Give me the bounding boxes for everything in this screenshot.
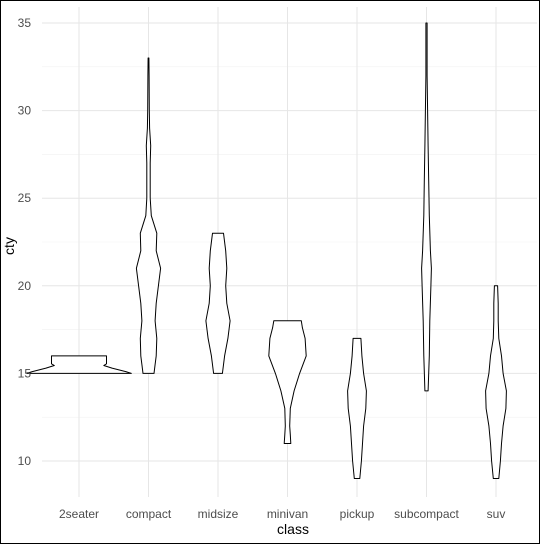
x-tick-label: midsize	[198, 507, 239, 521]
x-tick-label: 2seater	[59, 507, 99, 521]
grid-minor	[42, 66, 537, 418]
violin-suv	[485, 285, 507, 479]
y-tick-label: 25	[18, 191, 32, 205]
y-tick-label: 10	[18, 454, 32, 468]
x-tick-label: suv	[487, 507, 506, 521]
x-tick-label: minivan	[267, 507, 308, 521]
x-tick-label: pickup	[340, 507, 375, 521]
violin-2seater	[26, 355, 132, 374]
violin-compact	[135, 57, 162, 374]
x-tick-label: compact	[126, 507, 172, 521]
y-axis-title: cty	[1, 237, 17, 255]
y-tick-label: 35	[18, 16, 32, 30]
violins	[26, 22, 507, 479]
y-tick-labels: 10 15 20 25 30 35	[18, 16, 32, 468]
y-tick-label: 30	[18, 104, 32, 118]
y-tick-label: 20	[18, 279, 32, 293]
x-tick-labels: 2seater compact midsize minivan pickup subcom…	[59, 507, 505, 521]
violin-minivan	[268, 320, 307, 444]
x-axis-title: class	[277, 521, 309, 537]
violin-pickup	[347, 337, 367, 479]
x-tick-label: subcompact	[394, 507, 459, 521]
y-tick-label: 15	[18, 366, 32, 380]
violin-subcompact	[421, 22, 432, 392]
violin-midsize	[205, 232, 231, 374]
